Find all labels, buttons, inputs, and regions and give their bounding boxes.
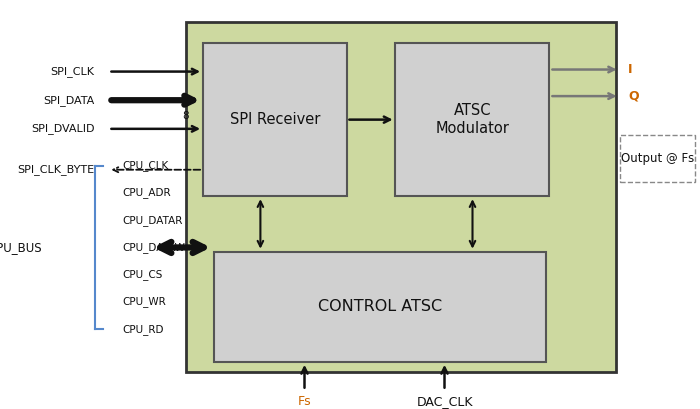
Text: ATSC
Modulator: ATSC Modulator <box>435 103 510 136</box>
Text: SPI_CLK_BYTE: SPI_CLK_BYTE <box>18 164 95 175</box>
Text: I: I <box>628 63 632 76</box>
Text: SPI_DVALID: SPI_DVALID <box>31 124 94 134</box>
Text: 8: 8 <box>182 111 189 121</box>
Bar <box>395 43 550 196</box>
Text: CPU_CS: CPU_CS <box>122 269 163 280</box>
Text: SPI_DATA: SPI_DATA <box>43 95 94 106</box>
Text: CPU_ADR: CPU_ADR <box>122 187 171 198</box>
Text: DAC_CLK: DAC_CLK <box>416 395 473 408</box>
Bar <box>214 252 546 362</box>
Bar <box>203 43 346 196</box>
Text: Output @ Fs: Output @ Fs <box>621 152 694 165</box>
Text: CONTROL ATSC: CONTROL ATSC <box>318 299 442 314</box>
Text: CPU_DATAW: CPU_DATAW <box>122 242 186 253</box>
Text: CPU_WR: CPU_WR <box>122 297 167 308</box>
Bar <box>620 135 695 182</box>
Text: SPI_CLK: SPI_CLK <box>50 66 94 77</box>
Bar <box>186 22 616 372</box>
Text: CPU_DATAR: CPU_DATAR <box>122 215 183 226</box>
Text: Q: Q <box>628 90 638 103</box>
Text: Fs: Fs <box>298 395 312 408</box>
Text: CPU_BUS: CPU_BUS <box>0 241 42 254</box>
Text: CPU_CLK: CPU_CLK <box>122 160 169 171</box>
Text: SPI Receiver: SPI Receiver <box>230 112 320 127</box>
Text: CPU_RD: CPU_RD <box>122 324 164 335</box>
